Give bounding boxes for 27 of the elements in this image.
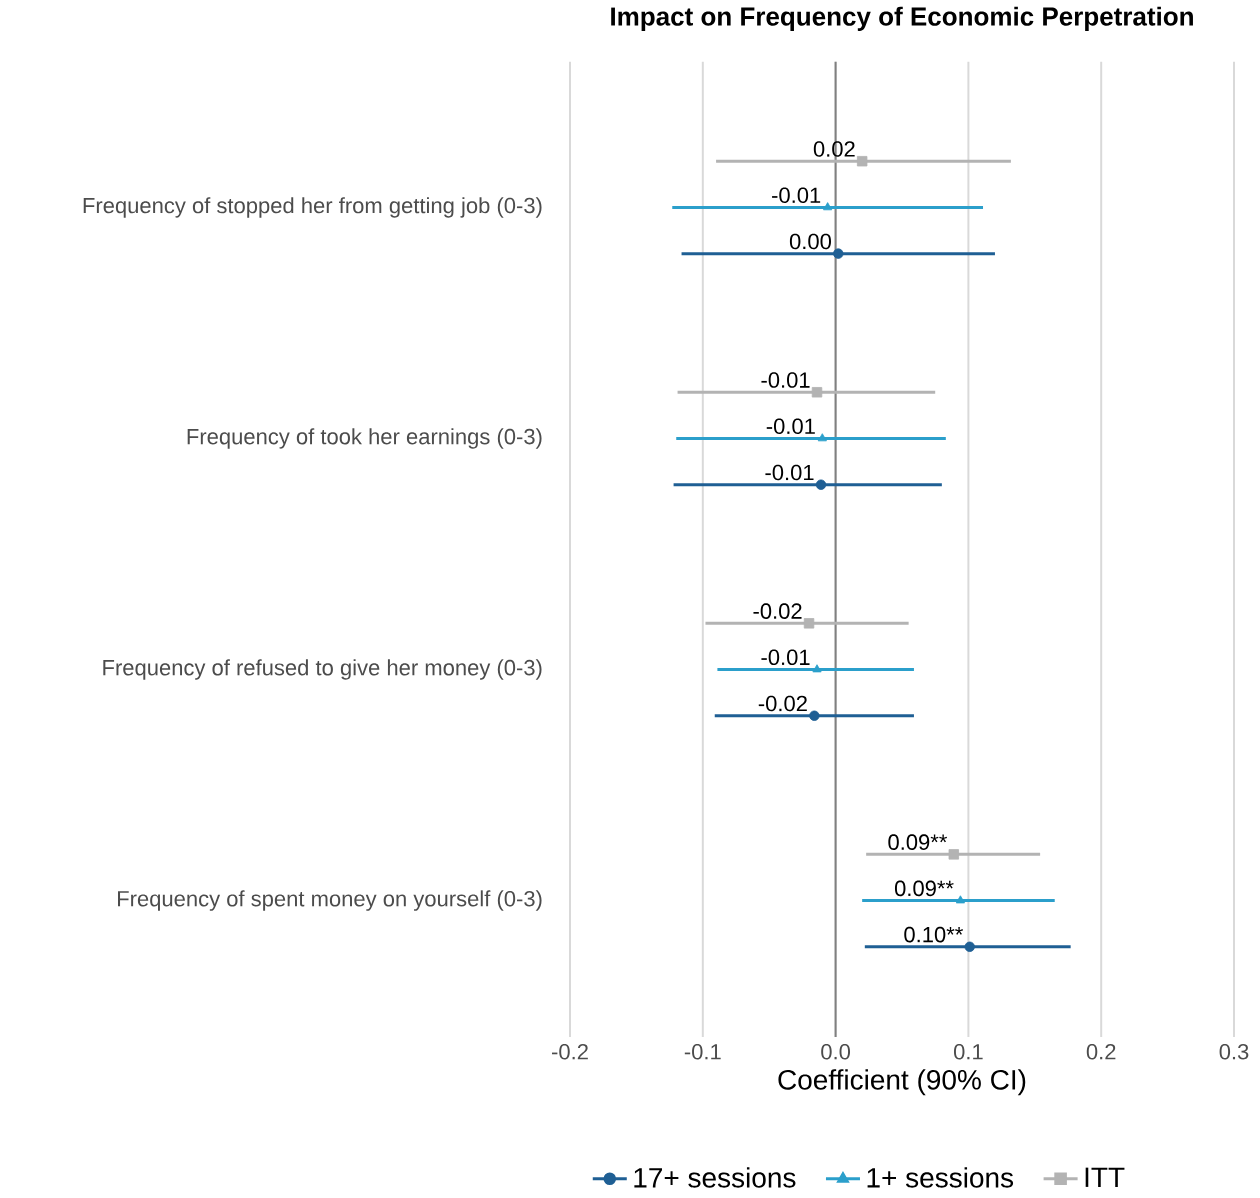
data-label: 0.10** [904, 926, 963, 943]
x-axis-title: Coefficient (90% CI) [778, 1069, 1026, 1096]
y-tick-label: Frequency of refused to give her money (0-3) [103, 659, 542, 680]
data-label: -0.01 [765, 464, 814, 481]
x-tick-label: 0.1 [953, 1043, 983, 1060]
x-tick-label: 0.3 [1219, 1043, 1249, 1060]
x-tick-label: 0.0 [821, 1043, 851, 1060]
legend-label: 1+ sessions [867, 1166, 1014, 1188]
x-tick-label: 0.2 [1086, 1043, 1116, 1060]
x-tick-label: -0.2 [552, 1043, 588, 1060]
y-tick-label: Frequency of took her earnings (0-3) [187, 428, 542, 449]
data-label: -0.01 [761, 649, 810, 665]
legend-label: ITT [1085, 1167, 1125, 1187]
legend-label: 17+ sessions [634, 1166, 796, 1188]
data-label: -0.02 [753, 603, 802, 619]
data-label: -0.01 [772, 187, 821, 203]
y-tick-label: Frequency of stopped her from getting job (0-3) [83, 197, 542, 218]
data-label: -0.01 [761, 372, 810, 388]
chart-title: Impact on Frequency of Economic Perpetration [611, 6, 1193, 31]
data-label: 0.09** [894, 880, 954, 896]
data-label: 0.00 [789, 233, 831, 250]
data-label: 0.09** [888, 834, 948, 850]
data-label: -0.01 [766, 418, 815, 434]
x-tick-label: -0.1 [684, 1043, 721, 1060]
y-tick-label: Frequency of spent money on yourself (0-3) [118, 890, 542, 911]
data-label: -0.02 [758, 695, 807, 712]
data-label: 0.02 [813, 141, 855, 157]
